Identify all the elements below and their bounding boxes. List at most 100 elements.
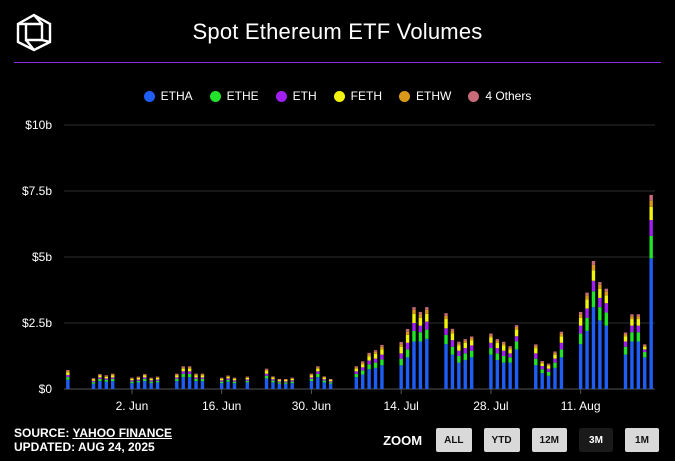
bar-segment-feth bbox=[187, 368, 192, 372]
bar-segment-feth bbox=[553, 354, 557, 359]
bar-segment-feth bbox=[143, 375, 147, 378]
bar-segment-etha bbox=[373, 367, 378, 389]
bar-segment-feth bbox=[418, 317, 423, 326]
legend-item-ethw[interactable]: ETHW bbox=[399, 89, 451, 103]
zoom-12m-button[interactable]: 12M bbox=[531, 428, 567, 452]
bar-segment-etha bbox=[540, 373, 544, 389]
bar-segment-4-others bbox=[200, 373, 205, 375]
bar-segment-4-others bbox=[284, 378, 288, 380]
bar-segment-feth bbox=[585, 299, 589, 309]
bar-segment-eth bbox=[444, 328, 448, 335]
legend-item-eth[interactable]: ETH bbox=[275, 89, 317, 103]
zoom-label: ZOOM bbox=[383, 432, 423, 448]
bar-segment-4-others bbox=[508, 346, 512, 348]
bar-segment-ethw bbox=[271, 376, 275, 378]
bar-segment-feth bbox=[425, 313, 429, 322]
bar-segment-ethw bbox=[264, 369, 269, 372]
bar-segment-4-others bbox=[591, 260, 596, 265]
bar-segment-ethe bbox=[578, 333, 583, 345]
bar-segment-ethe bbox=[418, 332, 423, 342]
zoom-3m-button[interactable]: 3M bbox=[579, 428, 613, 452]
bar-segment-ethe bbox=[143, 378, 147, 382]
bar-segment-4-others bbox=[354, 366, 358, 368]
legend-marker bbox=[143, 90, 155, 102]
bar-segment-4-others bbox=[367, 352, 371, 355]
bar-segment-ethw bbox=[540, 362, 544, 364]
bar-segment-4-others bbox=[290, 377, 294, 379]
bar-segment-feth bbox=[546, 366, 551, 369]
bar-segment-feth bbox=[232, 378, 237, 381]
bar-segment-4-others bbox=[309, 373, 314, 375]
legend-item-others[interactable]: 4 Others bbox=[468, 89, 531, 103]
bar-segment-feth bbox=[284, 380, 288, 382]
zoom-all-button[interactable]: ALL bbox=[436, 428, 472, 452]
bar-segment-eth bbox=[271, 379, 275, 381]
bar-segment-ethe bbox=[219, 381, 224, 384]
bar-segment-etha bbox=[623, 354, 628, 389]
bar-segment-ethw bbox=[546, 364, 551, 367]
volume-chart: $0 $2.5b $5b $7.5b $10b 2. Jun 16. Jun 30. Jun 1… bbox=[22, 118, 655, 413]
bar-segment-etha bbox=[181, 377, 185, 389]
bar-segment-ethw bbox=[534, 345, 538, 349]
bar-segment-ethe bbox=[194, 378, 198, 382]
bar-segment-ethw bbox=[405, 331, 410, 335]
bar-segment-ethe bbox=[591, 291, 596, 308]
bar-segment-4-others bbox=[361, 361, 365, 363]
bar-segment-eth bbox=[412, 323, 416, 331]
bar-segment-ethw bbox=[418, 314, 423, 318]
zoom-ytd-button[interactable]: YTD bbox=[483, 428, 520, 452]
bar-segment-ethw bbox=[380, 346, 384, 350]
legend-item-etha[interactable]: ETHA bbox=[143, 89, 193, 103]
bar-segment-feth bbox=[149, 378, 153, 381]
bar-segment-ethw bbox=[591, 264, 596, 271]
bar-segment-ethw bbox=[508, 347, 512, 350]
bar-segment-etha bbox=[418, 341, 423, 389]
source-link[interactable]: YAHOO FINANCE bbox=[72, 426, 173, 440]
bar-segment-feth bbox=[444, 319, 448, 329]
bar-segment-ethe bbox=[444, 334, 448, 345]
bar-segment-etha bbox=[219, 383, 224, 389]
bar-segment-etha bbox=[412, 341, 416, 389]
bar-segment-eth bbox=[322, 379, 326, 381]
bar-segment-ethw bbox=[578, 314, 583, 318]
x-tick-label: 16. Jun bbox=[202, 399, 241, 413]
bar-segment-feth bbox=[405, 334, 410, 343]
bar-segment-eth bbox=[284, 381, 288, 383]
bar-segment-feth bbox=[399, 346, 403, 354]
bar-segment-ethw bbox=[66, 371, 70, 373]
bar-segment-feth bbox=[380, 349, 384, 355]
bar-segment-feth bbox=[457, 345, 461, 351]
bar-segment-ethe bbox=[380, 359, 384, 366]
bar-segment-feth bbox=[534, 348, 538, 354]
bar-segment-etha bbox=[489, 354, 493, 389]
bar-segment-ethw bbox=[399, 344, 403, 347]
bar-segment-eth bbox=[425, 321, 429, 330]
bar-segment-ethw bbox=[463, 340, 467, 343]
bar-segment-feth bbox=[354, 368, 358, 372]
legend-marker bbox=[209, 90, 221, 102]
y-tick-label: $5b bbox=[32, 250, 52, 264]
bar-segment-eth bbox=[309, 377, 314, 379]
y-tick-label: $7.5b bbox=[22, 184, 52, 198]
bar-segment-eth bbox=[194, 377, 198, 379]
bar-segment-ethw bbox=[232, 378, 237, 379]
zoom-1m-button[interactable]: 1M bbox=[625, 428, 659, 452]
bar-segment-4-others bbox=[91, 378, 96, 379]
bar-segment-4-others bbox=[155, 376, 160, 378]
bar-segment-eth bbox=[264, 373, 269, 376]
legend-item-feth[interactable]: FETH bbox=[333, 89, 382, 103]
bar-segment-4-others bbox=[328, 378, 333, 380]
bar-segment-ethw bbox=[111, 374, 115, 376]
bar-segment-etha bbox=[98, 381, 102, 389]
bar-segment-ethe bbox=[290, 381, 294, 384]
bar-segment-etha bbox=[277, 383, 282, 389]
bar-segment-etha bbox=[604, 325, 608, 389]
bar-segment-eth bbox=[200, 377, 205, 379]
bar-segment-4-others bbox=[444, 313, 448, 316]
bar-segment-feth bbox=[175, 375, 179, 378]
bar-segment-ethe bbox=[399, 358, 403, 366]
bar-segment-ethw bbox=[91, 378, 96, 380]
bar-segment-4-others bbox=[271, 376, 275, 377]
legend-item-ethe[interactable]: ETHE bbox=[209, 89, 259, 103]
bar-segment-ethe bbox=[111, 378, 115, 382]
